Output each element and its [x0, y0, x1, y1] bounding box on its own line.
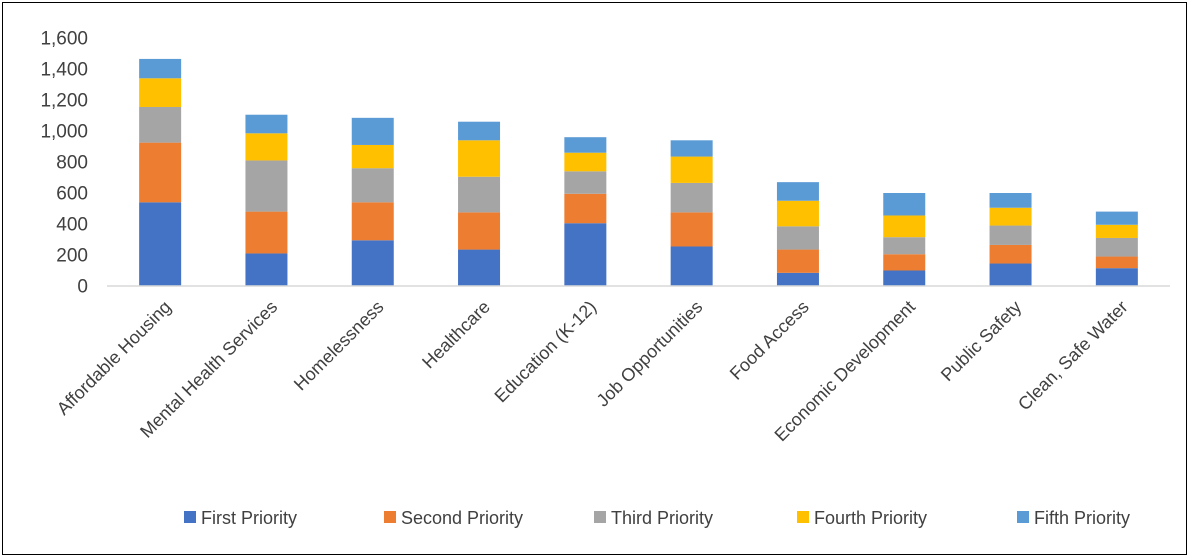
bar-segment-3-8: [883, 237, 926, 255]
legend: First Priority Second Priority Third Prior…: [184, 508, 1130, 528]
bar-segment-3-1: [139, 106, 182, 143]
bar-segment-5-1: [139, 58, 182, 79]
legend-swatch: [594, 511, 606, 523]
bar-segment-4-10: [1095, 224, 1138, 238]
bar-segment-3-4: [458, 176, 501, 213]
bar-segment-1-2: [245, 253, 288, 286]
bar-segment-4-7: [776, 200, 819, 227]
bar-segment-2-8: [883, 254, 926, 271]
legend-swatch: [797, 511, 809, 523]
bar-segment-5-3: [351, 117, 394, 145]
y-tick-label: 1,200: [40, 91, 88, 112]
x-tick-label: Homelessness: [290, 297, 388, 395]
bar-segment-5-5: [564, 137, 607, 153]
x-tick-label: Healthcare: [418, 297, 494, 373]
y-tick-label: 600: [56, 184, 88, 205]
bar-segment-5-8: [883, 193, 926, 216]
bar-segment-1-8: [883, 270, 926, 286]
bar-segment-3-7: [776, 226, 819, 250]
bar-segment-4-5: [564, 152, 607, 172]
bar-segment-2-4: [458, 212, 501, 250]
bar-segment-2-9: [989, 244, 1032, 264]
bar-segment-1-6: [670, 246, 713, 286]
bar-segment-4-4: [458, 140, 501, 177]
bar-segment-1-4: [458, 249, 501, 286]
bar-segment-2-7: [776, 249, 819, 273]
bar-segment-2-3: [351, 202, 394, 241]
bar-segment-1-5: [564, 223, 607, 286]
x-tick-label: Education (K-12): [491, 297, 601, 407]
y-tick-label: 1,000: [40, 122, 88, 143]
bar-segment-4-1: [139, 78, 182, 107]
y-tick-label: 200: [56, 246, 88, 267]
legend-swatch: [384, 511, 396, 523]
y-tick-label: 400: [56, 215, 88, 236]
y-axis-ticks: 0 200 400 600 800 1,000 1,200 1,400 1,600: [40, 29, 88, 298]
bar-segment-3-3: [351, 168, 394, 203]
bar-segment-1-3: [351, 240, 394, 286]
bar-segment-1-9: [989, 263, 1032, 286]
x-tick-label: Affordable Housing: [53, 297, 175, 419]
bar-segment-5-10: [1095, 211, 1138, 225]
legend-label: Fourth Priority: [814, 508, 927, 528]
x-tick-label: Clean, Safe Water: [1014, 297, 1132, 415]
bar-segment-5-9: [989, 193, 1032, 208]
bar-segment-2-5: [564, 193, 607, 224]
y-tick-label: 1,600: [40, 29, 88, 50]
bar-segment-3-10: [1095, 237, 1138, 257]
bar-segment-2-2: [245, 211, 288, 254]
bar-segment-4-6: [670, 156, 713, 183]
legend-label: First Priority: [201, 508, 297, 528]
y-tick-label: 800: [56, 153, 88, 174]
legend-label: Second Priority: [401, 508, 523, 528]
bar-segment-4-3: [351, 144, 394, 169]
bar-segment-5-2: [245, 114, 288, 134]
x-tick-label: Public Safety: [937, 297, 1025, 385]
y-tick-label: 0: [77, 277, 88, 298]
x-tick-label: Food Access: [726, 297, 813, 384]
bar-segment-1-10: [1095, 268, 1138, 286]
legend-label: Third Priority: [611, 508, 713, 528]
bar-segment-5-4: [458, 121, 501, 141]
bar-segment-3-6: [670, 182, 713, 213]
bar-segment-4-2: [245, 133, 288, 161]
legend-swatch: [1017, 511, 1029, 523]
bar-segment-3-9: [989, 225, 1032, 245]
bar-segment-3-2: [245, 160, 288, 212]
bar-segment-1-7: [776, 272, 819, 286]
bar-segment-2-6: [670, 212, 713, 247]
bar-segment-3-5: [564, 171, 607, 194]
legend-label: Fifth Priority: [1034, 508, 1130, 528]
bar-segment-1-1: [139, 202, 182, 286]
bars-group: [139, 58, 1138, 286]
legend-swatch: [184, 511, 196, 523]
bar-segment-4-8: [883, 215, 926, 238]
bar-segment-2-1: [139, 142, 182, 203]
bar-segment-5-6: [670, 140, 713, 157]
bar-segment-5-7: [776, 182, 819, 201]
x-tick-label: Job Opportunities: [593, 297, 707, 411]
y-tick-label: 1,400: [40, 60, 88, 81]
bar-segment-2-10: [1095, 256, 1138, 269]
bar-segment-4-9: [989, 207, 1032, 226]
